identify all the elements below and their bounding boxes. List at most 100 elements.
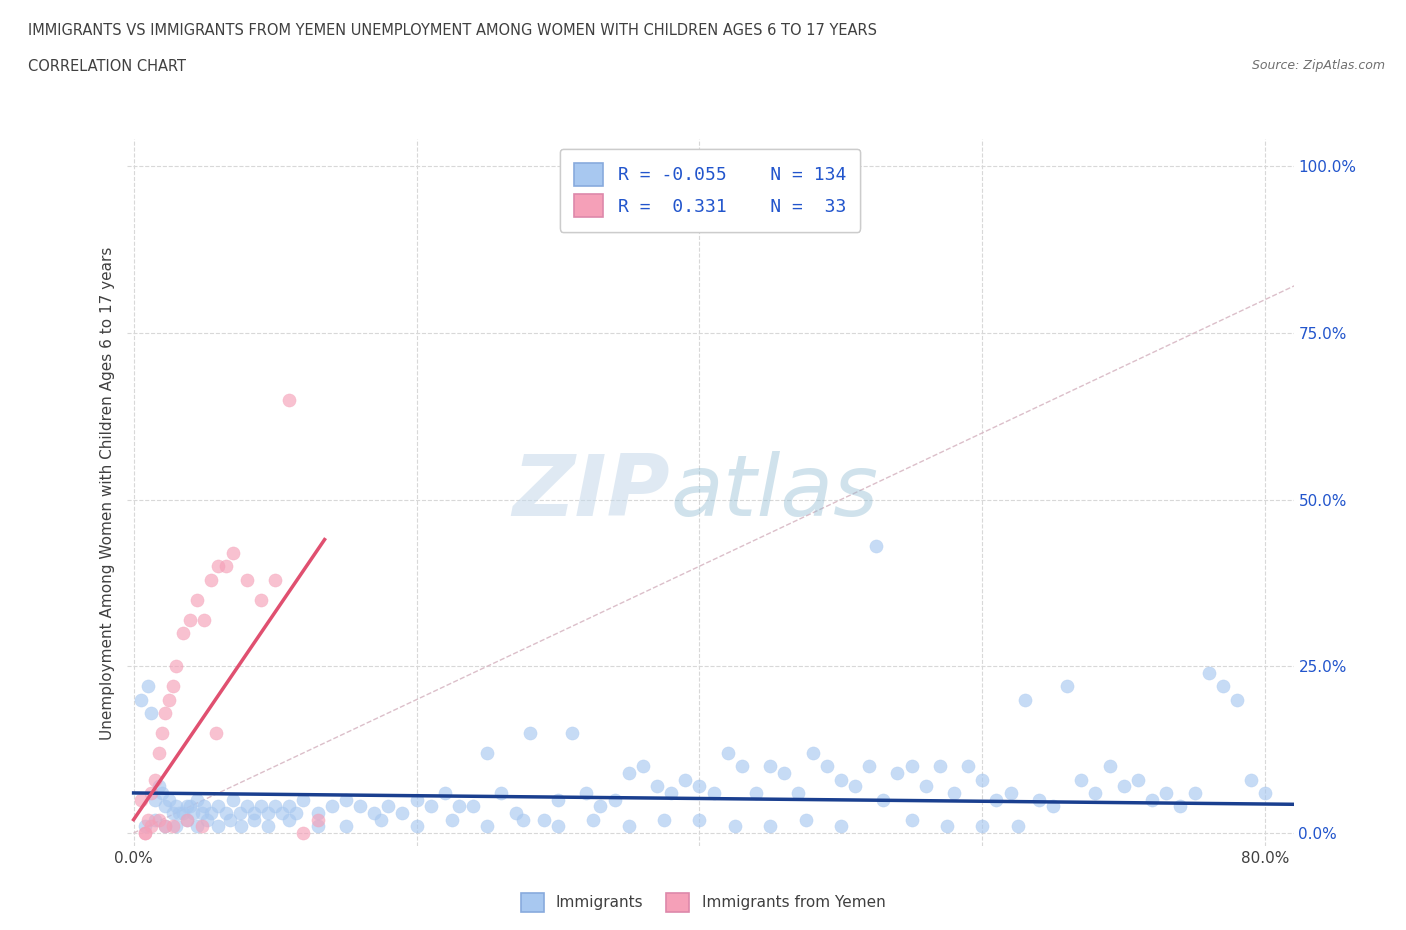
Point	[172, 805, 194, 820]
Point	[972, 772, 994, 787]
Point	[243, 812, 266, 827]
Point	[815, 759, 838, 774]
Point	[335, 818, 357, 833]
Point	[179, 612, 201, 627]
Point	[759, 818, 782, 833]
Point	[148, 812, 170, 827]
Point	[214, 805, 236, 820]
Point	[186, 592, 208, 607]
Point	[759, 759, 782, 774]
Point	[1226, 692, 1249, 707]
Point	[278, 812, 301, 827]
Point	[717, 746, 740, 761]
Point	[165, 799, 187, 814]
Text: ZIP: ZIP	[513, 451, 671, 535]
Point	[250, 799, 273, 814]
Point	[1084, 786, 1107, 801]
Point	[603, 792, 626, 807]
Point	[731, 759, 754, 774]
Point	[631, 759, 654, 774]
Point	[229, 818, 252, 833]
Point	[433, 786, 456, 801]
Point	[589, 799, 612, 814]
Point	[936, 818, 959, 833]
Point	[139, 818, 162, 833]
Point	[1126, 772, 1149, 787]
Point	[285, 805, 308, 820]
Point	[307, 818, 329, 833]
Point	[986, 792, 1008, 807]
Point	[928, 759, 950, 774]
Point	[148, 746, 170, 761]
Point	[167, 805, 190, 820]
Point	[143, 772, 166, 787]
Point	[236, 799, 259, 814]
Point	[157, 792, 180, 807]
Point	[165, 818, 187, 833]
Point	[370, 812, 392, 827]
Y-axis label: Unemployment Among Women with Children Ages 6 to 17 years: Unemployment Among Women with Children A…	[100, 246, 115, 739]
Legend: R = -0.055    N = 134, R =  0.331    N =  33: R = -0.055 N = 134, R = 0.331 N = 33	[560, 149, 860, 232]
Point	[703, 786, 725, 801]
Point	[321, 799, 343, 814]
Point	[405, 792, 427, 807]
Point	[136, 679, 159, 694]
Point	[519, 725, 541, 740]
Point	[148, 778, 170, 793]
Point	[335, 792, 357, 807]
Point	[617, 765, 640, 780]
Text: IMMIGRANTS VS IMMIGRANTS FROM YEMEN UNEMPLOYMENT AMONG WOMEN WITH CHILDREN AGES : IMMIGRANTS VS IMMIGRANTS FROM YEMEN UNEM…	[28, 23, 877, 38]
Point	[257, 818, 280, 833]
Point	[143, 812, 166, 827]
Point	[830, 772, 852, 787]
Point	[886, 765, 908, 780]
Point	[673, 772, 696, 787]
Point	[193, 612, 215, 627]
Point	[204, 725, 226, 740]
Point	[865, 538, 887, 553]
Point	[139, 706, 162, 721]
Point	[1056, 679, 1078, 694]
Point	[228, 805, 250, 820]
Point	[575, 786, 598, 801]
Text: Source: ZipAtlas.com: Source: ZipAtlas.com	[1251, 59, 1385, 72]
Point	[153, 799, 176, 814]
Text: CORRELATION CHART: CORRELATION CHART	[28, 59, 186, 73]
Text: atlas: atlas	[671, 451, 879, 535]
Point	[179, 799, 201, 814]
Point	[1240, 772, 1263, 787]
Point	[181, 805, 204, 820]
Point	[136, 812, 159, 827]
Point	[561, 725, 583, 740]
Point	[153, 818, 176, 833]
Point	[688, 812, 710, 827]
Point	[129, 692, 152, 707]
Point	[477, 746, 499, 761]
Point	[419, 799, 441, 814]
Point	[377, 799, 399, 814]
Point	[773, 765, 796, 780]
Point	[582, 812, 605, 827]
Point	[1112, 778, 1135, 793]
Point	[292, 792, 315, 807]
Point	[207, 818, 229, 833]
Point	[858, 759, 880, 774]
Point	[972, 818, 994, 833]
Point	[176, 812, 198, 827]
Point	[243, 805, 266, 820]
Point	[157, 692, 180, 707]
Point	[872, 792, 894, 807]
Point	[307, 812, 329, 827]
Point	[165, 658, 187, 673]
Point	[153, 706, 176, 721]
Point	[139, 786, 162, 801]
Point	[129, 792, 152, 807]
Point	[190, 805, 212, 820]
Point	[186, 792, 208, 807]
Point	[214, 559, 236, 574]
Point	[512, 812, 534, 827]
Point	[652, 812, 675, 827]
Legend: Immigrants, Immigrants from Yemen: Immigrants, Immigrants from Yemen	[515, 887, 891, 918]
Point	[900, 812, 922, 827]
Point	[292, 826, 315, 841]
